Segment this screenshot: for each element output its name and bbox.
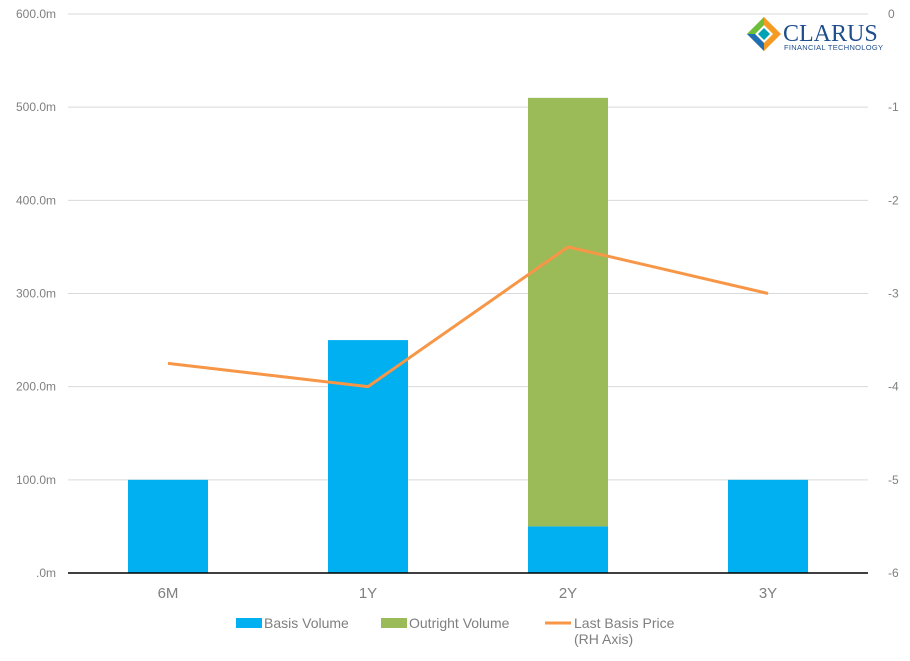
logo-name: CLARUS [783, 21, 878, 47]
bar-basis-volume-1y [328, 340, 408, 573]
right-tick-label: -4 [888, 380, 899, 394]
bar-basis-volume-2y [528, 526, 608, 573]
left-axis-ticks: .0m 100.0m 200.0m 300.0m 400.0m 500.0m 600.0m [16, 7, 56, 580]
gridlines [68, 13, 868, 481]
logo-tagline: FINANCIAL TECHNOLOGY [784, 43, 883, 52]
diamond-logo-icon [747, 17, 781, 51]
line-last-basis-price [167, 245, 769, 389]
right-tick-label: -3 [888, 287, 899, 301]
left-tick-label: 600.0m [16, 7, 56, 21]
legend-label-last-basis-price-note: (RH Axis) [574, 631, 633, 647]
legend-item-last-basis-price: Last Basis Price (RH Axis) [545, 615, 675, 647]
bar-outright-volume-2y [528, 97, 608, 527]
left-tick-label: 300.0m [16, 287, 56, 301]
left-tick-label: 100.0m [16, 473, 56, 487]
legend-label-outright-volume: Outright Volume [409, 615, 510, 631]
right-tick-label: 0 [888, 7, 895, 21]
x-axis-ticks: 6M 1Y 2Y 3Y [158, 585, 778, 602]
x-tick-label: 3Y [759, 585, 777, 602]
x-tick-label: 1Y [359, 585, 377, 602]
legend-label-basis-volume: Basis Volume [264, 615, 349, 631]
clarus-logo: CLARUS FINANCIAL TECHNOLOGY [747, 17, 883, 52]
left-tick-label: 400.0m [16, 193, 56, 207]
x-tick-label: 2Y [559, 585, 577, 602]
right-tick-label: -5 [888, 473, 899, 487]
right-axis-ticks: -6 -5 -4 -3 -2 -1 0 [888, 7, 899, 580]
legend-swatch-outright-volume [381, 618, 407, 628]
legend-label-last-basis-price: Last Basis Price [574, 615, 675, 631]
right-tick-label: -1 [888, 100, 899, 114]
bar-basis-volume-3y [728, 479, 808, 573]
legend: Basis Volume Outright Volume Last Basis … [236, 615, 675, 647]
left-tick-label: .0m [36, 566, 56, 580]
x-tick-label: 6M [158, 585, 179, 602]
right-tick-label: -6 [888, 566, 899, 580]
bars [128, 97, 808, 573]
legend-swatch-basis-volume [236, 618, 262, 628]
right-tick-label: -2 [888, 193, 899, 207]
price-line [167, 245, 769, 389]
legend-item-outright-volume: Outright Volume [381, 615, 510, 631]
left-tick-label: 200.0m [16, 380, 56, 394]
legend-item-basis-volume: Basis Volume [236, 615, 349, 631]
bar-basis-volume-6m [128, 479, 208, 573]
left-tick-label: 500.0m [16, 100, 56, 114]
